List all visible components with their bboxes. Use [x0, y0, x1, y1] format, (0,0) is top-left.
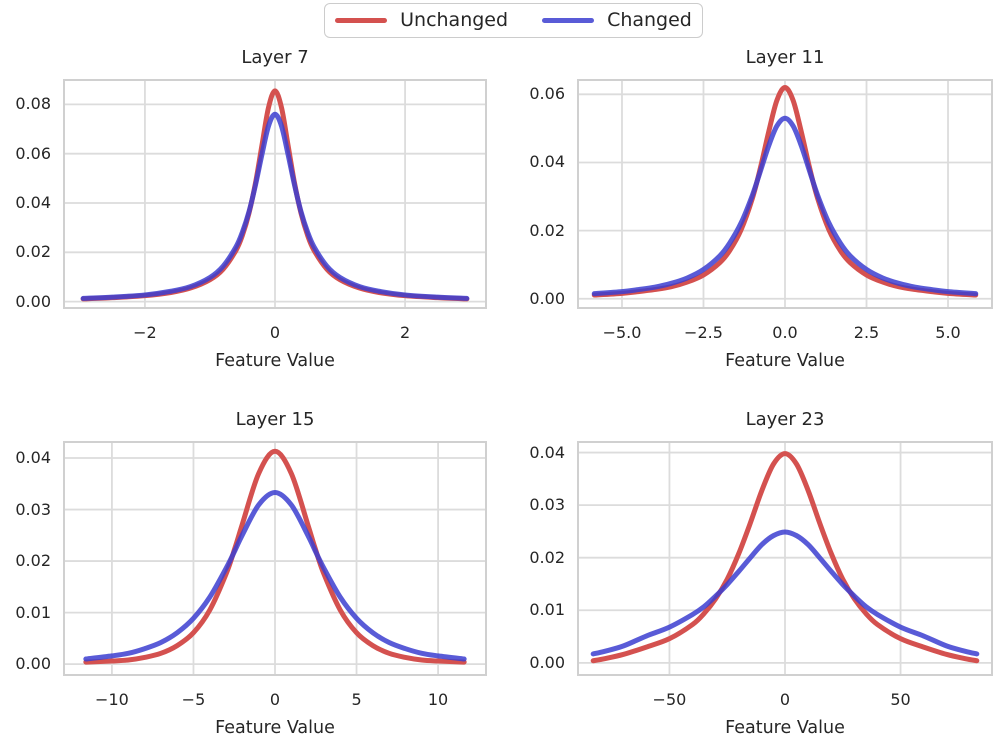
y-tick-label: 0.00 [529, 652, 565, 672]
y-tick-label: 0.08 [15, 94, 51, 114]
y-tick-label: 0.03 [15, 499, 51, 519]
x-axis-label-layer-7: Feature Value [215, 351, 335, 371]
x-tick-label: 2 [399, 323, 411, 342]
axes-spines [63, 79, 487, 309]
y-tick-label: 0.01 [15, 602, 51, 622]
legend-label-changed: Changed [607, 9, 692, 31]
x-axis-label-layer-11: Feature Value [725, 351, 845, 371]
y-tick-label: 0.04 [15, 192, 51, 212]
x-tick-label: −5 [181, 690, 206, 709]
y-tick-label: 0.06 [15, 143, 51, 163]
y-tick-label: 0.01 [529, 600, 565, 620]
axes-spines [577, 79, 993, 309]
x-tick-label: −5.0 [602, 323, 642, 342]
y-tick-label: 0.04 [529, 152, 565, 172]
plot-canvas-layer-15 [63, 441, 487, 676]
curve-changed [83, 490, 467, 662]
subplot-title-layer-7: Layer 7 [241, 47, 309, 68]
axes-spines [63, 441, 487, 676]
y-tick-label: 0.04 [15, 448, 51, 467]
x-axis-label-layer-23: Feature Value [725, 718, 845, 738]
y-tick-label: 0.03 [529, 495, 565, 515]
y-tick-label: 0.00 [15, 291, 51, 311]
changed-line-swatch [542, 18, 595, 23]
curve-unchanged [591, 85, 979, 298]
subplot-title-layer-15: Layer 15 [235, 409, 315, 430]
subplot-layer-11: Layer 11 Feature Value 0.00 0.02 0.04 0.06 −… [529, 47, 993, 371]
unchanged-line-swatch [335, 18, 388, 23]
y-tick-label: 0.06 [529, 84, 565, 104]
plot-canvas-layer-7 [63, 79, 487, 309]
legend-item-unchanged: Unchanged [335, 11, 508, 30]
curve-changed [590, 529, 980, 657]
x-tick-label: 0 [269, 690, 281, 709]
curve-changed [591, 115, 979, 297]
x-tick-label: 2.5 [853, 323, 880, 342]
x-axis-label-layer-15: Feature Value [215, 718, 335, 738]
y-tick-label: 0.00 [15, 654, 51, 674]
subplot-layer-7: Layer 7 Feature Value 0.00 0.02 0.04 0.06 0.… [15, 47, 487, 371]
x-tick-label: 0 [269, 323, 281, 342]
x-tick-label: 10 [427, 690, 449, 709]
y-tick-label: 0.02 [15, 551, 51, 571]
x-tick-label: 0.0 [772, 323, 798, 342]
curve-changed [80, 111, 470, 301]
x-tick-label: 5 [351, 690, 362, 709]
x-tick-label: 50 [890, 690, 911, 709]
y-tick-label: 0.02 [529, 220, 565, 240]
legend: Unchanged Changed [324, 3, 703, 38]
subplot-layer-15: Layer 15 Feature Value 0.00 0.01 0.02 0.03 0… [15, 409, 487, 738]
subplot-layer-23: Layer 23 Feature Value 0.00 0.01 0.02 0.03 0… [529, 409, 993, 738]
y-tick-label: 0.04 [529, 442, 565, 462]
x-tick-label: −2 [133, 323, 157, 342]
plot-canvas-layer-23 [577, 441, 993, 676]
plot-canvas-layer-11 [577, 79, 993, 309]
curve-unchanged [590, 451, 980, 664]
legend-label-unchanged: Unchanged [400, 9, 509, 31]
y-tick-label: 0.00 [529, 288, 565, 308]
x-tick-label: 5.0 [935, 323, 961, 342]
x-tick-label: −2.5 [684, 323, 723, 342]
y-tick-label: 0.02 [529, 547, 565, 567]
subplot-title-layer-23: Layer 23 [745, 409, 825, 430]
x-tick-label: −50 [652, 690, 687, 709]
axes-spines [577, 441, 993, 676]
x-tick-label: −10 [95, 690, 129, 709]
y-tick-label: 0.02 [15, 242, 51, 262]
subplot-title-layer-11: Layer 11 [745, 47, 825, 68]
legend-item-changed: Changed [542, 11, 692, 30]
x-tick-label: 0 [779, 690, 791, 709]
curve-unchanged [83, 448, 467, 665]
